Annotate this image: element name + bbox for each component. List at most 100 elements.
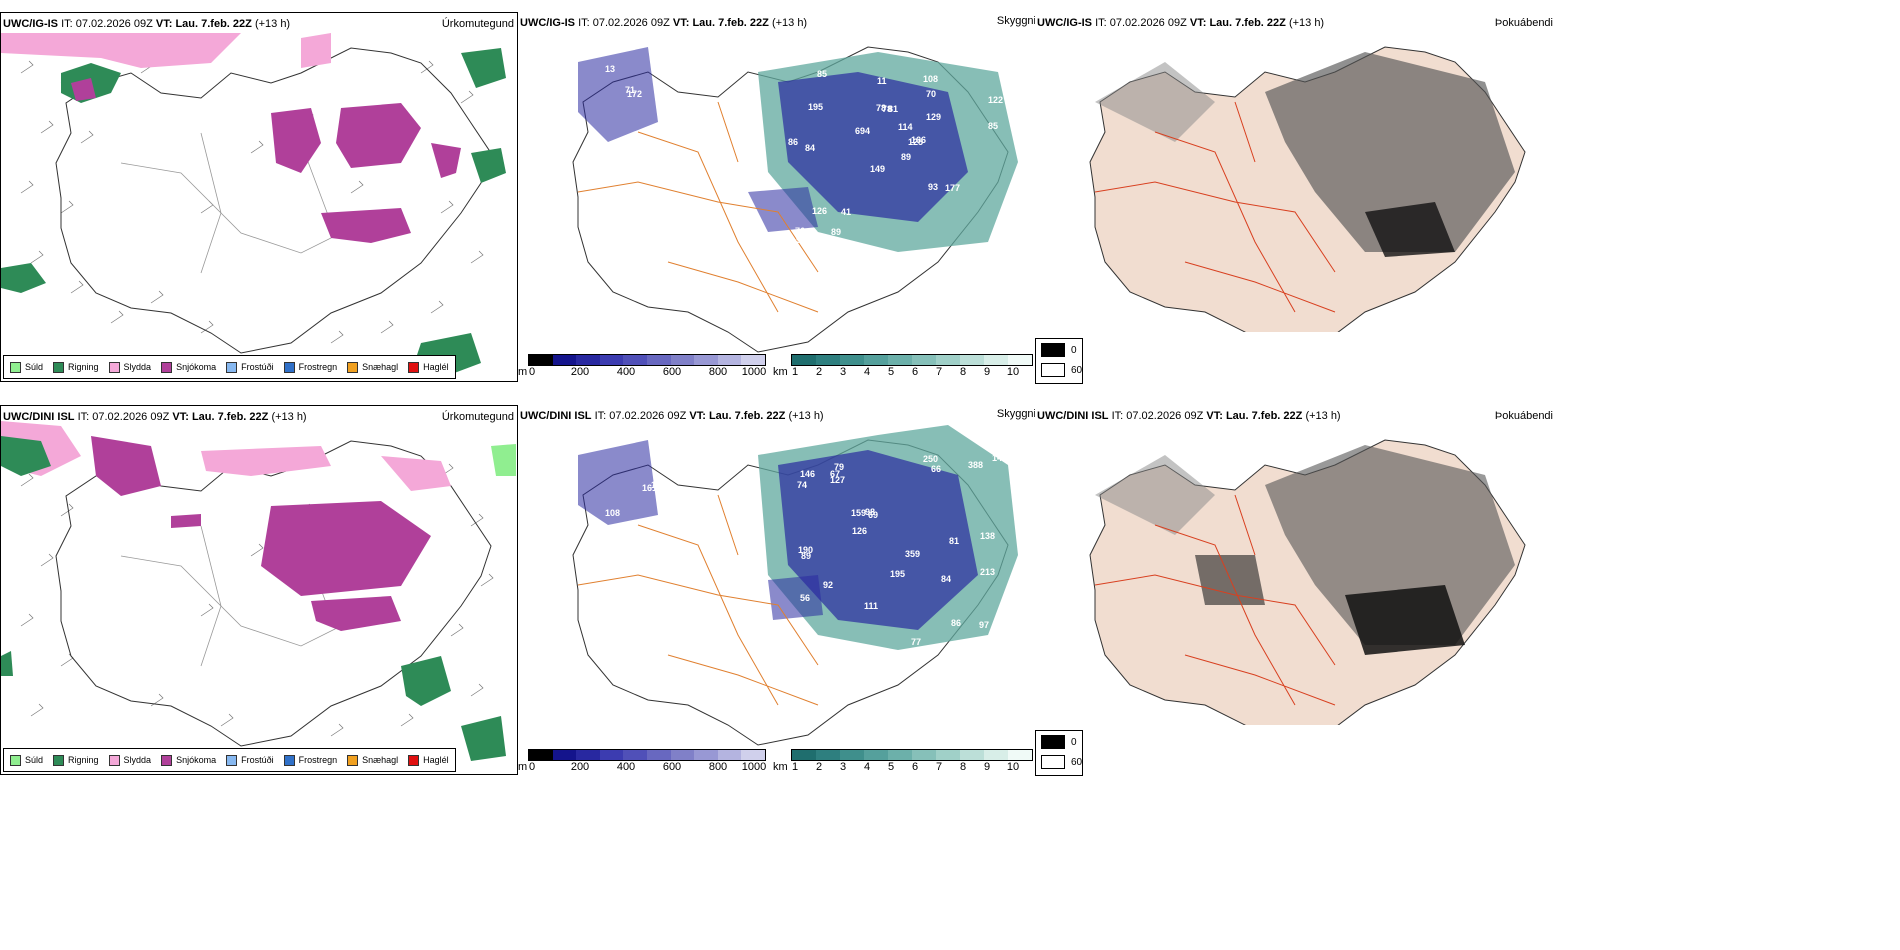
cloud-panel-bottom: 161 176 108 79 69 86 56 66 159 77 74 190 146 97 111 138… (518, 405, 1040, 775)
ceiling-colorbar: m 0 200 400 600 800 1000 (518, 747, 768, 775)
panel-header: UWC/DINI ISL IT: 07.02.2026 09Z VT: Lau.… (1037, 410, 1341, 422)
panel-title-cloud: Skyggni (996, 15, 1036, 27)
panel-title-precip: Úrkomutegund (441, 18, 514, 30)
ceiling-value-label: 108 (923, 74, 938, 84)
legend-item: Snæhagl (347, 754, 398, 766)
legend-swatch (108, 361, 120, 373)
legend-item: Haglél (408, 361, 449, 373)
ceiling-value-label: 89 (801, 551, 811, 561)
ceiling-unit: m (518, 366, 528, 378)
ceiling-value-label: 41 (841, 207, 851, 217)
visibility-tick: 4 (863, 366, 871, 378)
fog-legend-bottom: 0 60 (1035, 730, 1083, 776)
ceiling-value-label: 359 (905, 549, 920, 559)
visibility-unit: km (773, 366, 788, 378)
ceiling-value-label: 172 (627, 89, 642, 99)
visibility-tick: 5 (887, 366, 895, 378)
ceiling-tick: 400 (616, 366, 636, 378)
cloud-map-top: 172 13 71 76 125 41 108 81 70 89 85 142 84 122 149 129 1… (572, 46, 1018, 353)
precip-areas (1, 421, 516, 761)
ceiling-value-label: 146 (800, 469, 815, 479)
ceiling-tick: 600 (662, 366, 682, 378)
legend-item: Súld (10, 361, 43, 373)
visibility-tick: 2 (815, 366, 823, 378)
ceiling-value-label: 86 (788, 137, 798, 147)
legend-item: Súld (10, 754, 43, 766)
ceiling-areas (578, 425, 1018, 650)
ceiling-tick: 800 (708, 366, 728, 378)
ceiling-value-label: 70 (926, 89, 936, 99)
ceiling-areas (578, 47, 1018, 252)
ceiling-value-label: 79 (834, 462, 844, 472)
precip-legend: Súld Rigning Slydda Snjókoma Frostúði Fr… (3, 355, 456, 379)
legend-swatch (226, 361, 238, 373)
visibility-tick: 4 (863, 761, 871, 773)
precip-panel-bottom: UWC/DINI ISL IT: 07.02.2026 09Z VT: Lau.… (0, 405, 518, 775)
ceiling-value-label: 92 (823, 580, 833, 590)
legend-item: Snjókoma (161, 754, 216, 766)
roads (577, 101, 819, 313)
legend-item: Snæhagl (347, 361, 398, 373)
precip-areas (1, 33, 506, 378)
precip-panel-top: UWC/IG-IS IT: 07.02.2026 09Z VT: Lau. 7.… (0, 12, 518, 382)
legend-swatch (283, 754, 295, 766)
ceiling-value-label: 177 (945, 183, 960, 193)
visibility-tick: 8 (959, 761, 967, 773)
visibility-tick: 3 (839, 761, 847, 773)
ceiling-value-label: 98 (865, 507, 875, 517)
legend-swatch (408, 754, 420, 766)
visibility-tick: 6 (911, 761, 919, 773)
ceiling-value-label: 122 (988, 95, 1003, 105)
legend-swatch (161, 754, 173, 766)
fog-legend-row: 0 (1041, 735, 1077, 749)
ceiling-value-label: 388 (968, 460, 983, 470)
ceiling-value-label: 11 (877, 76, 887, 86)
ceiling-value-label: 84 (805, 143, 815, 153)
ceiling-value-label: 81 (888, 104, 898, 114)
visibility-tick: 1 (791, 761, 799, 773)
roads (1094, 101, 1336, 313)
panel-title-fog: Þokuábendi (1494, 17, 1553, 29)
panel-title-precip: Úrkomutegund (441, 411, 514, 423)
ceiling-value-label: 81 (949, 536, 959, 546)
ceiling-tick: 1000 (741, 366, 767, 378)
legend-swatch (108, 754, 120, 766)
legend-item: Rigning (53, 361, 99, 373)
ceiling-value-label: 149 (870, 164, 885, 174)
ceiling-value-label: 78 (882, 104, 892, 114)
ceiling-value-label: 89 (831, 227, 841, 237)
ceiling-value-label: 84 (941, 574, 951, 584)
ceiling-value-label: 128 (815, 246, 830, 256)
visibility-tick: 10 (1006, 366, 1020, 378)
legend-item: Rigning (53, 754, 99, 766)
ceiling-tick: 800 (708, 761, 728, 773)
legend-item: Frostúði (226, 361, 274, 373)
ceiling-value-label: 77 (911, 637, 921, 647)
legend-swatch (408, 361, 420, 373)
ceiling-value-label: 195 (808, 102, 823, 112)
ceiling-value-label: 71 (625, 85, 635, 95)
legend-swatch (283, 361, 295, 373)
precip-legend: Súld Rigning Slydda Snjókoma Frostúði Fr… (3, 748, 456, 772)
roads (1094, 494, 1336, 706)
ceiling-unit: m (518, 761, 528, 773)
fog-legend-swatch (1041, 755, 1065, 769)
panel-title-fog: Þokuábendi (1494, 410, 1553, 422)
cloud-panel-top: 172 13 71 76 125 41 108 81 70 89 85 142 84 122 149 129 1… (518, 12, 1040, 382)
ceiling-tick: 600 (662, 761, 682, 773)
ceiling-value-label: 66 (931, 464, 941, 474)
ceiling-colorbar: m 0 200 400 600 800 1000 (518, 352, 768, 382)
ceiling-value-label: 108 (605, 508, 620, 518)
fog-panel-bottom: UWC/DINI ISL IT: 07.02.2026 09Z VT: Lau.… (1035, 405, 1555, 725)
visibility-tick: 9 (983, 761, 991, 773)
legend-item: Slydda (108, 754, 151, 766)
fog-map-top (1089, 46, 1526, 332)
legend-swatch (53, 754, 65, 766)
ceiling-value-label: 190 (798, 545, 813, 555)
precip-map-top (1, 33, 506, 378)
ceiling-value-label: 138 (980, 531, 995, 541)
fog-panel-top: UWC/IG-IS IT: 07.02.2026 09Z VT: Lau. 7.… (1035, 12, 1555, 332)
legend-swatch (347, 754, 359, 766)
visibility-tick: 3 (839, 366, 847, 378)
fog-dark-area (1265, 445, 1515, 645)
